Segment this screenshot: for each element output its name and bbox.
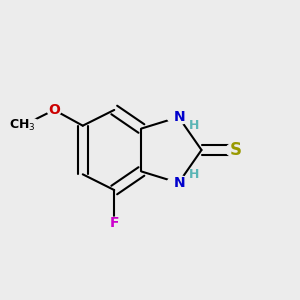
Ellipse shape: [226, 143, 246, 157]
Ellipse shape: [167, 176, 190, 190]
Text: O: O: [48, 103, 60, 117]
Text: N: N: [174, 176, 186, 190]
Ellipse shape: [167, 110, 190, 124]
Text: N: N: [174, 110, 186, 124]
Text: H: H: [189, 119, 200, 132]
Ellipse shape: [47, 104, 61, 116]
Ellipse shape: [107, 217, 122, 229]
Ellipse shape: [4, 117, 41, 134]
Text: H: H: [189, 168, 200, 181]
Text: F: F: [110, 216, 119, 230]
Text: S: S: [230, 141, 242, 159]
Text: CH$_3$: CH$_3$: [9, 118, 36, 133]
